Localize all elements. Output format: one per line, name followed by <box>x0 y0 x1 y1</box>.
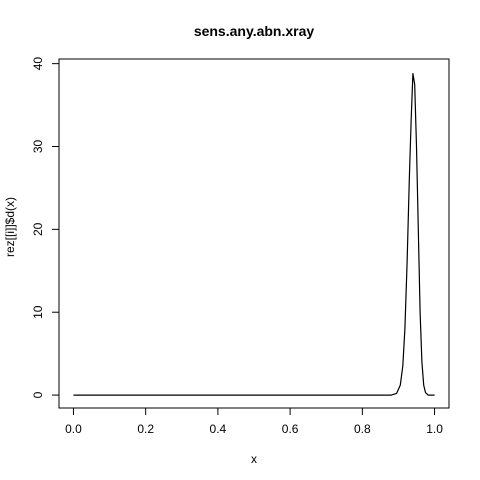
x-tick-label: 0.4 <box>210 422 227 436</box>
series-layer <box>73 72 435 396</box>
chart-title: sens.any.abn.xray <box>194 23 315 39</box>
y-axis: 0 10 20 30 40 <box>31 57 60 398</box>
y-tick-label: 20 <box>31 222 45 236</box>
y-tick-label: 40 <box>31 57 45 71</box>
x-tick-label: 0.2 <box>137 422 154 436</box>
density-curve <box>73 72 435 396</box>
x-tick-label: 0.0 <box>65 422 82 436</box>
y-tick-label: 30 <box>31 140 45 154</box>
y-tick-label: 0 <box>31 391 45 398</box>
x-axis-label: x <box>251 452 257 466</box>
x-tick-label: 0.6 <box>282 422 299 436</box>
x-tick-label: 0.8 <box>354 422 371 436</box>
y-tick-label: 10 <box>31 305 45 319</box>
x-axis: 0.0 0.2 0.4 0.6 0.8 1.0 <box>65 407 443 436</box>
y-axis-label: rez[[i]]$d(x) <box>3 197 17 257</box>
x-tick-label: 1.0 <box>426 422 443 436</box>
